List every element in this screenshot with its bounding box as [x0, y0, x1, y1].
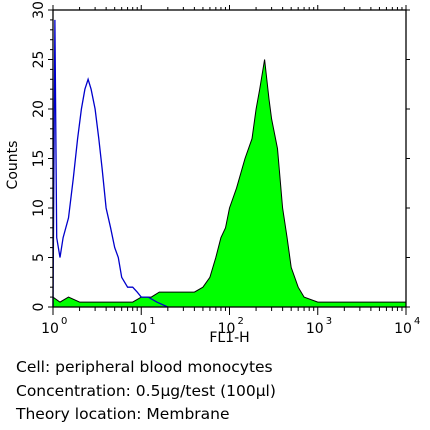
- y-tick-label: 10: [31, 199, 47, 217]
- y-tick-label: 15: [31, 150, 47, 168]
- caption-cell: Cell: peripheral blood monocytes: [16, 358, 273, 376]
- y-tick-label: 20: [31, 100, 47, 118]
- x-tick-label: 10: [41, 321, 59, 337]
- series-filled-histogram: [52, 59, 407, 308]
- x-tick-exponent: 3: [326, 316, 332, 327]
- x-tick-exponent: 4: [414, 316, 420, 327]
- x-tick-exponent: 1: [149, 316, 155, 327]
- x-tick-exponent: 2: [238, 316, 244, 327]
- x-tick-label: 10: [218, 321, 236, 337]
- y-tick-label: 0: [31, 303, 47, 312]
- y-tick-label: 30: [31, 1, 47, 19]
- x-tick-label: 10: [306, 321, 324, 337]
- caption-theory-location: Theory location: Membrane: [16, 405, 230, 423]
- plot-content: [52, 19, 407, 308]
- y-axis-title: Counts: [5, 141, 21, 190]
- y-tick-label: 25: [31, 51, 47, 69]
- x-tick-exponent: 0: [61, 316, 67, 327]
- y-tick-label: 5: [31, 253, 47, 262]
- x-axis-title: FL1-H: [209, 330, 249, 345]
- x-tick-label: 10: [129, 321, 147, 337]
- x-tick-label: 10: [394, 321, 412, 337]
- series-outline-histogram: [52, 19, 169, 308]
- caption-concentration: Concentration: 0.5μg/test (100μl): [16, 382, 276, 400]
